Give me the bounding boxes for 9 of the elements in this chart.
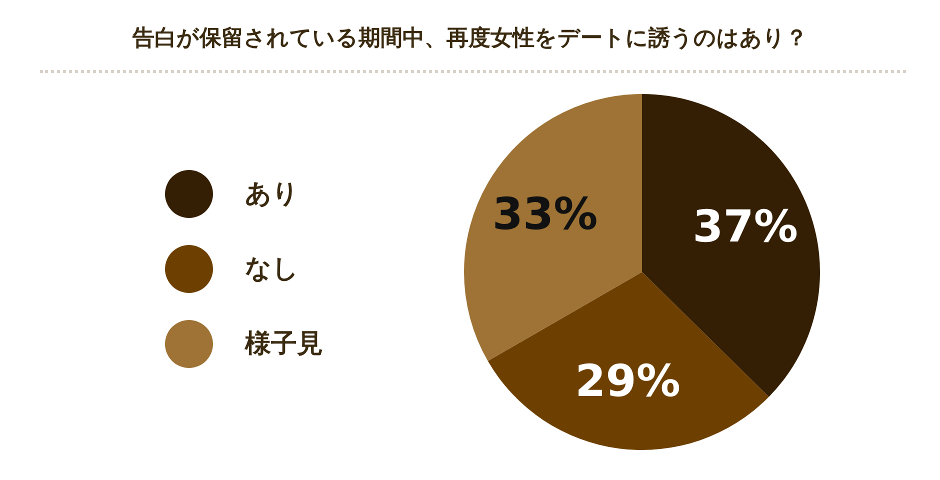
data-label: 37% xyxy=(692,202,798,253)
pie-slice xyxy=(488,272,769,450)
legend-label: なし xyxy=(245,254,299,284)
legend-label: あり xyxy=(245,179,299,209)
chart-title: 告白が保留されている期間中、再度女性をデートに誘うのはあり？ xyxy=(132,25,808,51)
data-label: 29% xyxy=(575,356,680,408)
data-label: 33% xyxy=(492,189,598,240)
legend-label: 様子見 xyxy=(244,329,323,359)
pie-slice xyxy=(464,94,642,361)
